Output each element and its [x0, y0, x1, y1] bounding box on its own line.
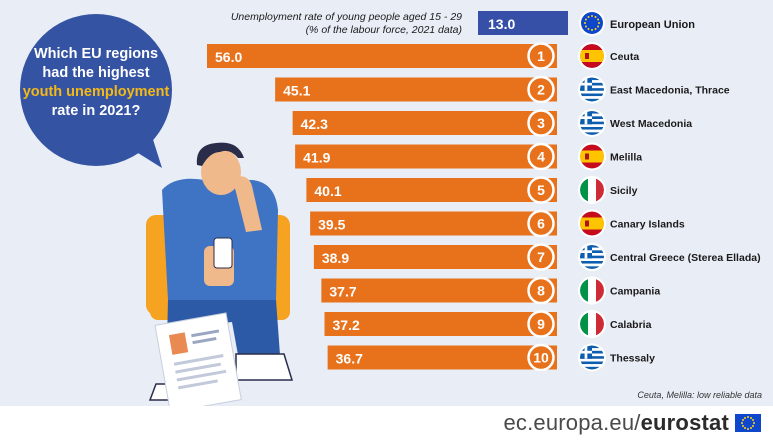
greece-flag-icon [578, 109, 606, 137]
footnote: Ceuta, Melilla: low reliable data [637, 390, 762, 400]
header-line-2: (% of the labour force, 2021 data) [306, 24, 462, 36]
category-label: Calabria [610, 319, 652, 331]
spain-flag-icon [578, 209, 606, 238]
value-label: 36.7 [336, 351, 363, 367]
greece-flag-icon [578, 243, 606, 271]
value-label: 37.2 [333, 317, 360, 333]
rank-label: 5 [537, 182, 545, 198]
eu-flag-icon [735, 414, 761, 432]
category-label: Canary Islands [610, 219, 685, 231]
italy-flag-icon [578, 176, 606, 204]
eu-bar [478, 11, 568, 35]
category-label: Campania [610, 286, 660, 298]
value-label: 41.9 [303, 150, 330, 166]
bar-row: 39.5 6 Canary Islands [310, 209, 685, 238]
bar-row: 40.1 5 Sicily [306, 176, 638, 204]
bar-row: 37.7 8 Campania [321, 276, 660, 305]
chart-title: Which EU regions had the highest youth une… [23, 46, 170, 119]
eu-reference: 13.0 European Union [478, 10, 695, 36]
bar [313, 245, 557, 269]
rank-badge [527, 75, 555, 104]
rank-label: 10 [533, 350, 549, 366]
rank-badge [527, 176, 555, 204]
bars-layer: 56.0 1 Ceuta 45.1 2 East Macedonia, Thrace 42.… [207, 42, 761, 372]
value-label: 37.7 [329, 284, 356, 300]
footer-url: ec.europa.eu/eurostat [503, 410, 729, 435]
person-illustration [146, 142, 294, 406]
rank-badge [527, 343, 555, 372]
eurostat-logo[interactable]: ec.europa.eu/eurostat [503, 409, 761, 437]
rank-label: 6 [537, 216, 545, 232]
bar-row: 37.2 9 Calabria [324, 310, 652, 338]
italy-flag-icon [578, 276, 606, 305]
category-label: Ceuta [610, 51, 639, 63]
category-label: West Macedonia [610, 118, 692, 130]
rank-label: 8 [537, 283, 545, 299]
rank-label: 9 [537, 316, 545, 332]
eu-flag-icon [579, 10, 605, 36]
rank-badge [527, 243, 555, 271]
rank-badge [527, 276, 555, 305]
bar-row: 36.7 10 Thessaly [327, 343, 655, 372]
rank-badge [527, 209, 555, 238]
value-label: 39.5 [318, 217, 345, 233]
greece-flag-icon [578, 75, 606, 104]
category-label: Sicily [610, 185, 638, 197]
category-label: Central Greece (Sterea Ellada) [610, 252, 761, 264]
rank-label: 7 [537, 249, 545, 265]
rank-badge [527, 310, 555, 338]
bar [324, 312, 557, 336]
bar-row: 41.9 4 Melilla [295, 142, 642, 171]
rank-badge [527, 142, 555, 171]
bar [292, 111, 557, 135]
category-label: Thessaly [610, 353, 655, 365]
bar [295, 144, 557, 169]
bar [306, 178, 557, 202]
bar [207, 44, 557, 68]
chart-canvas: Which EU regions had the highest youth une… [20, 10, 762, 406]
rank-label: 3 [537, 115, 545, 131]
spain-flag-icon [578, 42, 606, 70]
bar [327, 345, 557, 370]
bar-row: 38.9 7 Central Greece (Sterea Ellada) [313, 243, 761, 271]
rank-label: 2 [537, 82, 545, 98]
value-label: 40.1 [314, 183, 341, 199]
rank-label: 4 [537, 149, 545, 165]
bar-row: 42.3 3 West Macedonia [292, 109, 692, 137]
title-bubble: Which EU regions had the highest youth une… [20, 14, 172, 168]
bar [275, 77, 557, 102]
greece-flag-icon [578, 343, 606, 372]
rank-badge [527, 42, 555, 70]
header-line-1: Unemployment rate of young people aged 1… [231, 11, 462, 23]
category-label: East Macedonia, Thrace [610, 85, 730, 97]
category-label: Melilla [610, 152, 642, 164]
value-label: 45.1 [283, 83, 310, 99]
bar [310, 211, 557, 236]
value-label: 42.3 [301, 116, 328, 132]
spain-flag-icon [578, 142, 606, 171]
rank-badge [527, 109, 555, 137]
italy-flag-icon [578, 310, 606, 338]
value-label: 38.9 [322, 250, 349, 266]
eu-value: 13.0 [488, 16, 515, 32]
bar [321, 278, 557, 303]
eu-label: European Union [610, 19, 695, 31]
rank-label: 1 [537, 48, 545, 64]
value-label: 56.0 [215, 49, 242, 65]
bar-row: 45.1 2 East Macedonia, Thrace [275, 75, 730, 104]
bar-row: 56.0 1 Ceuta [207, 42, 639, 70]
